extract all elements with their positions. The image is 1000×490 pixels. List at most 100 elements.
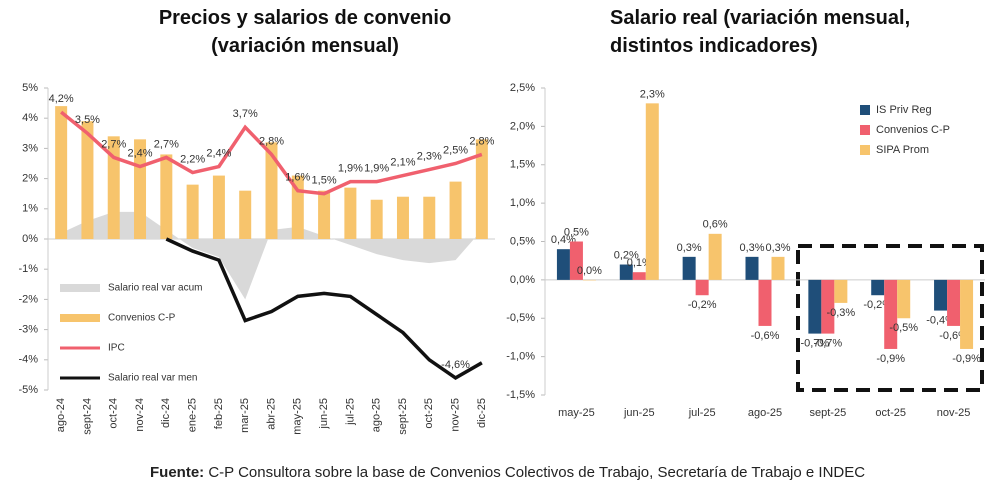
source-text: C-P Consultora sobre la base de Convenio… — [204, 464, 866, 481]
y-tick-label: 2% — [22, 173, 38, 185]
x-tick-label: jun-25 — [623, 407, 655, 419]
data-label: 0,3% — [739, 242, 764, 254]
bar — [239, 190, 252, 239]
data-label: -0,3% — [826, 307, 855, 319]
bar — [682, 256, 696, 280]
y-tick-label: 0,5% — [510, 235, 535, 247]
bar — [370, 199, 383, 239]
y-tick-label: -5% — [18, 384, 38, 396]
y-tick-label: 1,0% — [510, 197, 535, 209]
legend-label: Salario real var acum — [108, 283, 202, 294]
bar — [947, 279, 961, 326]
x-tick-label: oct-25 — [423, 398, 435, 429]
legend-label: Salario real var men — [108, 373, 197, 384]
y-tick-label: -0,5% — [506, 312, 535, 324]
legend-swatch — [860, 145, 870, 155]
data-label: -0,5% — [889, 322, 918, 334]
x-tick-label: nov-25 — [449, 398, 461, 432]
bar — [645, 103, 659, 280]
x-tick-label: jun-25 — [318, 398, 330, 430]
data-label: 0,1% — [627, 257, 652, 269]
bar — [423, 196, 436, 239]
x-tick-label: dic-25 — [476, 398, 488, 428]
bar — [160, 154, 173, 239]
data-label: 2,7% — [154, 138, 179, 150]
y-tick-label: -1% — [18, 263, 38, 275]
y-tick-label: 0,0% — [510, 274, 535, 286]
legend-label: Convenios C-P — [108, 313, 176, 324]
bar — [344, 187, 357, 239]
data-label: 2,4% — [127, 147, 152, 159]
data-label: -4,6% — [441, 359, 470, 371]
x-tick-label: jul-25 — [688, 407, 716, 419]
bar — [632, 272, 646, 280]
x-tick-label: jul-25 — [344, 398, 356, 426]
data-label: 0,4% — [551, 234, 576, 246]
data-label: 2,3% — [640, 88, 665, 100]
data-label: -0,7% — [800, 338, 829, 350]
legend-label: IS Priv Reg — [876, 104, 932, 116]
x-tick-label: dic-24 — [160, 398, 172, 428]
chart-title: Salario real (variación mensual, distint… — [610, 7, 911, 57]
legend-swatch — [60, 314, 100, 322]
data-label: 2,4% — [206, 147, 231, 159]
data-label: 3,5% — [75, 114, 100, 126]
data-label: 4,2% — [49, 93, 74, 105]
y-tick-label: -2% — [18, 293, 38, 305]
data-label: 1,6% — [285, 172, 310, 184]
data-label: 1,5% — [312, 175, 337, 187]
x-tick-label: may-25 — [558, 407, 595, 419]
bar — [186, 184, 199, 239]
data-label: -0,6% — [751, 330, 780, 342]
bar — [960, 279, 974, 349]
data-label: 1,9% — [338, 163, 363, 175]
legend-label: IPC — [108, 343, 125, 354]
y-tick-label: -4% — [18, 354, 38, 366]
data-label: 0,6% — [703, 219, 728, 231]
data-label: 0,5% — [564, 226, 589, 238]
x-tick-label: sept-25 — [397, 398, 409, 435]
x-tick-label: nov-24 — [134, 398, 146, 432]
bar — [449, 181, 462, 239]
data-label: -0,2% — [688, 299, 717, 311]
bar — [569, 241, 583, 280]
x-tick-label: may-25 — [292, 398, 304, 435]
data-label: 3,7% — [233, 108, 258, 120]
chart-title: Precios y salarios de convenio (variació… — [158, 7, 452, 57]
y-tick-label: 4% — [22, 112, 38, 124]
bar — [556, 249, 570, 280]
bar — [619, 264, 633, 280]
x-tick-label: ene-25 — [187, 398, 199, 432]
x-tick-label: ago-25 — [371, 398, 383, 432]
data-label: 2,8% — [259, 135, 284, 147]
bar — [708, 233, 722, 280]
data-label: 2,5% — [443, 144, 468, 156]
data-label: 0,2% — [614, 249, 639, 261]
x-tick-label: ago-24 — [55, 398, 67, 432]
x-tick-label: feb-25 — [213, 398, 225, 429]
data-label: 0,3% — [765, 242, 790, 254]
bar — [475, 139, 488, 239]
charts: -5% -4% -3% -2% -1% 0% 1% 2% 3% 4% 5% ago-24 sept-24… — [18, 82, 985, 435]
x-tick-label: ago-25 — [748, 407, 782, 419]
bar — [318, 190, 331, 239]
bar — [81, 121, 94, 239]
legend-label: Convenios C-P — [876, 124, 950, 136]
source: Fuente: C-P Consultora sobre la base de … — [150, 464, 865, 481]
x-tick-label: sept-24 — [81, 398, 93, 435]
bar — [107, 136, 120, 239]
y-tick-label: -1,5% — [506, 389, 535, 401]
y-tick-label: 2,0% — [510, 120, 535, 132]
y-tick-label: 1% — [22, 203, 38, 215]
bar — [771, 256, 785, 280]
bar — [821, 279, 835, 334]
x-tick-label: oct-24 — [108, 398, 120, 429]
bar — [934, 279, 948, 311]
source-label: Fuente: — [150, 464, 205, 481]
y-tick-label: 3% — [22, 142, 38, 154]
bar — [758, 279, 772, 326]
line — [165, 237, 483, 380]
x-tick-label: abr-25 — [265, 398, 277, 430]
y-tick-label: 1,5% — [510, 159, 535, 171]
